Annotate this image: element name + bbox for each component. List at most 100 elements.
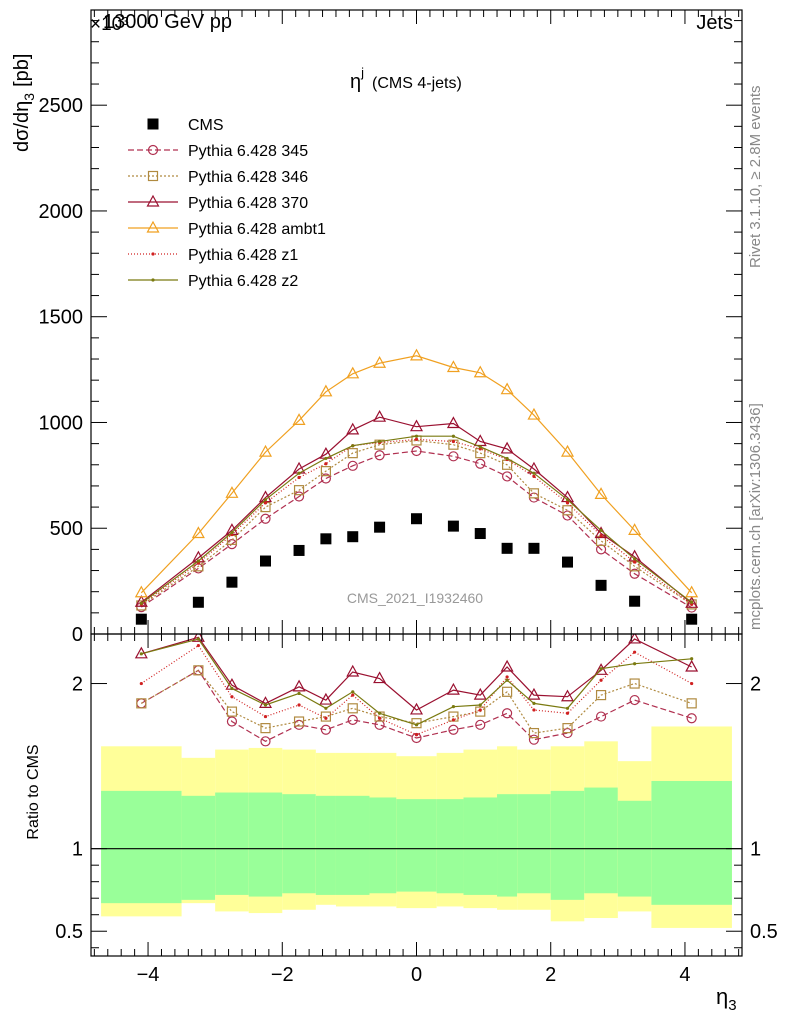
main-series-point [263,498,268,502]
legend-entry-1: Pythia 6.428 346 [128,169,308,186]
main-series-point [347,460,358,471]
main-series-point [475,458,486,469]
main-series-5 [139,434,694,605]
main-series-point [411,445,422,457]
ratio-series-5 [139,637,694,727]
ratio-y-axis-label: Ratio to CMS [25,744,42,839]
ratio-series-point [351,690,355,694]
ratio-series-1 [136,665,697,739]
main-series-point [446,416,460,429]
main-series-point [599,528,603,532]
ratio-series-point [136,554,147,564]
main-series-point [690,600,694,604]
ratio-series-point [528,734,540,745]
ratio-series-point [478,703,482,707]
ratio-series-point [377,711,382,715]
cms-data-point [474,528,486,540]
main-series-point [260,513,271,524]
mcplots-label: mcplots.cern.ch [arXiv:1306.3436] [747,403,764,630]
y-tick-label: 0 [72,624,83,646]
ratio-y-tick-label-right: 0.5 [750,921,778,943]
main-series-point [478,445,482,449]
ratio-series-point [191,634,205,642]
inner-band-bin [215,792,249,895]
main-series-point [599,534,603,538]
legend-entry-5: Pythia 6.428 z2 [128,273,298,290]
main-series-point [320,466,331,477]
ratio-series-point [414,723,419,727]
main-series-point [292,413,306,425]
ratio-series-point [532,701,536,705]
main-series-point [196,559,200,563]
ratio-series-point [260,597,271,607]
main-series-point [633,557,637,561]
ratio-series-point [324,716,328,720]
main-series-point [263,501,268,505]
ratio-series-line-0 [140,669,692,742]
header-energy: 13000 GeV pp [103,11,232,33]
main-series-3 [134,348,699,598]
ratio-series-line-1 [140,669,692,734]
main-series-point [230,530,234,535]
inner-band-bin [517,794,551,894]
main-series-point [527,407,541,420]
main-series-line-1 [140,439,693,606]
main-series-point [139,601,143,605]
cms-data-point [528,542,540,554]
ratio-series-point [226,562,237,572]
ratio-series-point [196,637,200,641]
ratio-series-line-2 [141,636,692,711]
x-tick-label: 4 [679,964,690,986]
legend-label: Pythia 6.428 346 [188,169,308,186]
ratio-series-point [230,695,234,699]
ratio-series-point [500,659,514,672]
ratio-series-point [565,706,570,710]
x-tick-label: −2 [271,964,294,986]
ratio-series-point [528,585,539,595]
main-series-point [347,448,358,459]
ratio-series-point [293,716,305,727]
uncertainty-bands [91,726,742,928]
legend: CMS Pythia 6.428 345 Pythia 6.428 346 Pythi… [128,117,326,290]
ratio-series-point [451,718,456,722]
main-series-point [414,437,419,441]
ratio-series-point [346,664,360,677]
main-series-point [594,487,608,499]
ratio-series-point [409,702,424,715]
cms-data-point [595,579,607,591]
legend-label: Pythia 6.428 ambt1 [188,221,326,238]
plot-title: ηj(CMS 4-jets) [350,65,462,93]
cms-data-point [293,544,305,556]
ratio-y-tick-label: 2 [72,674,83,696]
main-series-point [409,419,424,432]
axis-ticks: −4 −2 0 2 4 0 500 1000 1500 2000 2500 0.5 0.5 1 1 2 2 [39,10,778,986]
ratio-series-point [562,590,573,600]
main-series-point [373,409,387,422]
ratio-series-point [527,687,541,700]
ratio-y-tick-label: 1 [72,839,83,861]
legend-entry-2: Pythia 6.428 370 [128,194,308,212]
ratio-series-point [347,714,358,725]
cms-data-point [347,531,359,543]
ratio-series-point [260,736,271,747]
main-series-point [346,366,360,379]
inner-band-bin [335,795,370,895]
ratio-series-point [226,716,238,727]
legend-label: Pythia 6.428 345 [188,143,308,160]
main-series-point [448,451,459,462]
cms-data-point [374,521,386,533]
main-series-point [324,462,328,466]
main-series-point [560,444,575,457]
ratio-series-point [599,667,603,671]
ratio-series-point [686,713,697,724]
main-series-point [351,444,355,448]
main-series-point [297,471,301,475]
ratio-series-point [451,705,456,709]
ratio-series-point [446,682,460,695]
inner-band-bin [463,797,498,895]
ratio-series-point [599,678,603,682]
ratio-series-point [686,698,697,709]
main-series-point [473,365,487,378]
ratio-series-point [475,719,486,730]
legend-marker [146,194,160,207]
